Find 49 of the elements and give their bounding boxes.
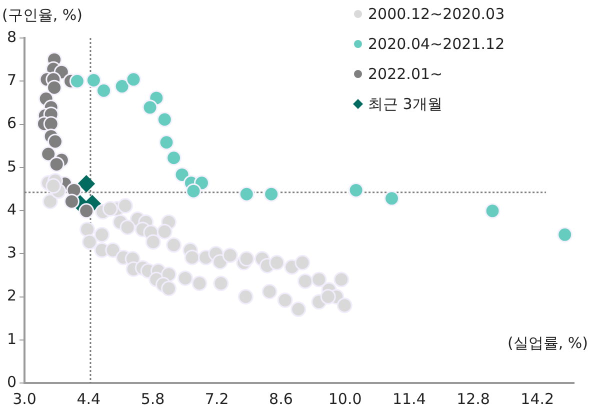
y-tick-label: 0 xyxy=(6,372,17,391)
x-tick-label: 14.2 xyxy=(520,390,554,408)
point xyxy=(156,112,172,128)
x-tick-label: 11.4 xyxy=(392,390,426,408)
x-tick-label: 4.4 xyxy=(76,390,101,408)
point xyxy=(384,190,400,206)
x-tick-label: 5.8 xyxy=(140,390,165,408)
x-tick-label: 12.8 xyxy=(456,390,490,408)
point xyxy=(238,186,254,202)
point xyxy=(186,183,202,199)
point xyxy=(484,203,500,219)
legend-label: 2000.12~2020.03 xyxy=(368,4,505,23)
legend-label: 2022.01~ xyxy=(368,64,443,83)
point xyxy=(64,194,80,210)
point xyxy=(78,175,95,192)
y-tick-label: 2 xyxy=(6,286,17,305)
y-tick-label: 8 xyxy=(6,28,17,46)
point xyxy=(78,203,94,219)
legend-label: 최근 3개월 xyxy=(368,94,442,113)
x-tick-label: 3.0 xyxy=(12,390,36,408)
point xyxy=(142,100,158,116)
x-tick-label: 7.2 xyxy=(204,390,229,408)
y-tick-label: 5 xyxy=(6,157,17,176)
point xyxy=(96,82,112,98)
point xyxy=(46,80,62,96)
y-tick-label: 4 xyxy=(6,200,17,218)
legend-label: 2020.04~2021.12 xyxy=(368,34,505,53)
point xyxy=(126,72,142,88)
point xyxy=(47,134,63,150)
point xyxy=(40,146,56,162)
point xyxy=(264,186,280,202)
y-tick-label: 3 xyxy=(6,244,17,262)
point xyxy=(557,226,573,242)
point xyxy=(48,156,64,172)
x-tick-label: 10.0 xyxy=(328,390,362,408)
point xyxy=(166,150,182,166)
y-axis-title: (구인율, %) xyxy=(2,6,82,24)
point xyxy=(348,182,364,198)
point xyxy=(174,166,190,182)
y-tick-label: 6 xyxy=(6,114,17,132)
point xyxy=(69,73,85,89)
point xyxy=(114,78,130,94)
y-tick-label: 7 xyxy=(6,71,17,90)
point xyxy=(86,72,102,88)
point xyxy=(158,134,174,150)
point xyxy=(43,116,59,132)
x-axis-title: (실업률, %) xyxy=(508,334,588,352)
y-tick-label: 1 xyxy=(6,330,17,348)
x-tick-label: 8.6 xyxy=(269,390,293,408)
